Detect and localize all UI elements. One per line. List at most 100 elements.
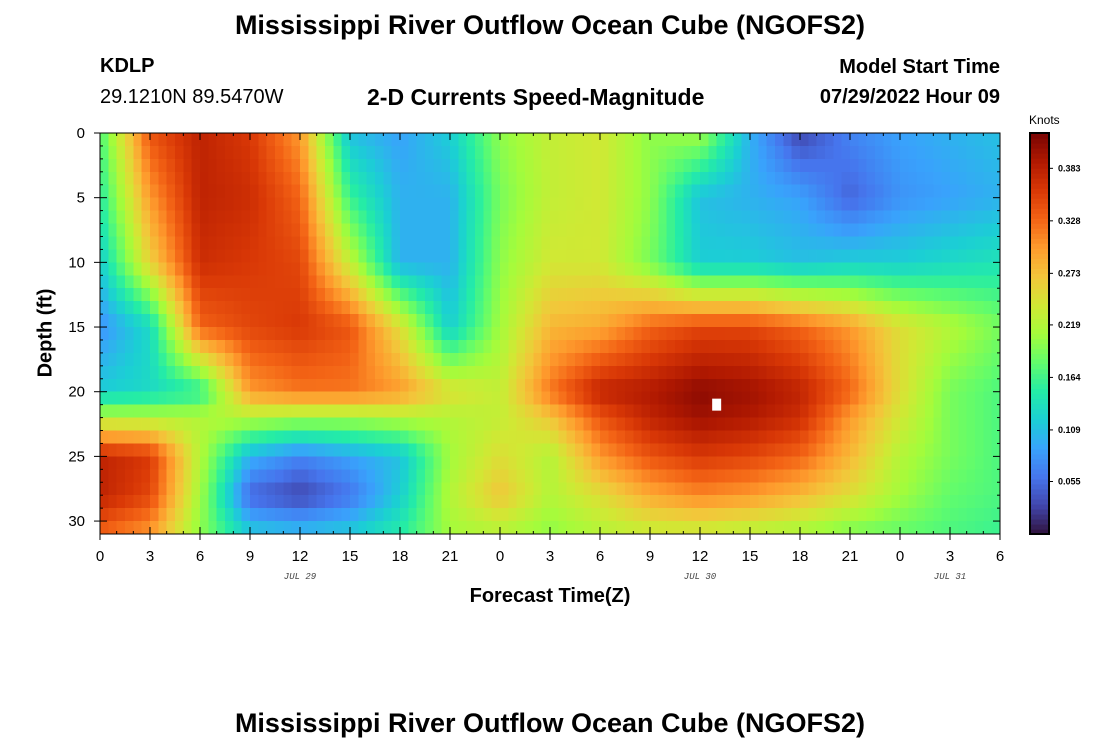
colorbar-step [1030,238,1049,244]
y-tick-label: 20 [68,384,85,401]
x-tick-label: 0 [496,548,504,565]
colorbar-step [1030,288,1049,294]
y-tick-label: 25 [68,448,85,465]
x-tick-label: 6 [196,548,204,565]
colorbar-step [1030,393,1049,400]
colorbar-tick-label: 0.383 [1058,163,1081,173]
x-tick-label: 9 [246,548,254,565]
colorbar-step [1030,283,1049,289]
colorbar-step [1030,293,1049,300]
x-tick-label: 21 [842,548,859,565]
colorbar-step [1030,243,1049,249]
colorbar-step [1030,388,1049,395]
colorbar-step [1030,278,1049,284]
colorbar-step [1030,363,1049,370]
colorbar-step [1030,173,1049,179]
colorbar-step [1030,148,1049,154]
colorbar-step [1030,408,1049,415]
colorbar-step [1030,508,1049,515]
page-title: Mississippi River Outflow Ocean Cube (NG… [234,10,866,40]
colorbar-step [1030,168,1049,174]
page-title-repeat: Mississippi River Outflow Ocean Cube (NG… [234,708,866,738]
colorbar-step [1030,163,1049,169]
colorbar-step [1030,448,1049,455]
date-label: JUL 29 [284,572,317,582]
x-tick-label: 12 [292,548,309,565]
x-tick-label: 3 [946,548,954,565]
colorbar-step [1030,138,1049,144]
x-tick-label: 9 [646,548,654,565]
colorbar-step [1030,443,1049,450]
colorbar-step [1030,378,1049,385]
colorbar-step [1030,213,1049,219]
colorbar-unit-label: Knots [1029,113,1060,127]
colorbar-step [1030,483,1049,490]
colorbar-step [1030,153,1049,159]
colorbar-step [1030,263,1049,269]
colorbar-step [1030,183,1049,189]
colorbar-step [1030,438,1049,445]
y-tick-label: 15 [68,319,85,336]
colorbar-step [1030,528,1049,535]
colorbar-tick-label: 0.164 [1058,372,1081,382]
x-axis: 0 3 6 9 12 15 18 21 0 3 6 9 12 15 18 21 0 3 6 [96,133,1004,565]
colorbar-step [1030,208,1049,214]
colorbar-step [1030,233,1049,239]
x-tick-label: 3 [546,548,554,565]
colorbar-step [1030,348,1049,355]
colorbar-step [1030,333,1049,340]
colorbar-step [1030,188,1049,194]
colorbar-step [1030,458,1049,465]
colorbar-step [1030,323,1049,330]
colorbar-tick-label: 0.328 [1058,216,1081,226]
colorbar-step [1030,473,1049,480]
colorbar-step [1030,313,1049,320]
x-tick-label: 6 [996,548,1004,565]
colorbar-step [1030,358,1049,365]
y-tick-label: 30 [68,513,85,530]
chart-subtitle: 2-D Currents Speed-Magnitude [367,84,705,110]
x-tick-label: 0 [896,548,904,565]
colorbar-step [1030,498,1049,505]
colorbar-step [1030,338,1049,345]
colorbar-step [1030,258,1049,264]
station-id: KDLP [100,55,155,77]
colorbar-step [1030,303,1049,310]
colorbar-step [1030,423,1049,430]
colorbar-step [1030,428,1049,435]
colorbar-step [1030,353,1049,360]
colorbar-step [1030,368,1049,375]
colorbar-step [1030,273,1049,279]
heatmap-image [100,133,1000,534]
colorbar-tick-label: 0.055 [1058,476,1081,486]
x-axis-label: Forecast Time(Z) [469,585,631,607]
colorbar-step [1030,488,1049,495]
colorbar-step [1030,178,1049,184]
colorbar-step [1030,198,1049,204]
colorbar-step [1030,398,1049,405]
colorbar-step [1030,413,1049,420]
colorbar-tick-label: 0.219 [1058,320,1081,330]
x-tick-label: 12 [692,548,709,565]
date-labels: JUL 29 JUL 30 JUL 31 [284,572,966,582]
colorbar-step [1030,493,1049,500]
colorbar-step [1030,518,1049,525]
colorbar-step [1030,478,1049,485]
colorbar-step [1030,133,1049,139]
x-tick-label: 18 [392,548,409,565]
colorbar-step [1030,468,1049,475]
y-axis-label: Depth (ft) [34,288,57,378]
colorbar-step [1030,463,1049,470]
model-start-value: 07/29/2022 Hour 09 [819,86,1000,108]
colorbar-frame [1029,132,1050,535]
model-start-label: Model Start Time [839,56,1000,78]
colorbar-step [1030,383,1049,390]
colorbar-step [1030,223,1049,229]
colorbar-step [1030,328,1049,335]
x-tick-label: 18 [792,548,809,565]
colorbar-step [1030,253,1049,259]
x-tick-label: 3 [146,548,154,565]
colorbar-step [1030,228,1049,234]
colorbar-step [1030,268,1049,274]
